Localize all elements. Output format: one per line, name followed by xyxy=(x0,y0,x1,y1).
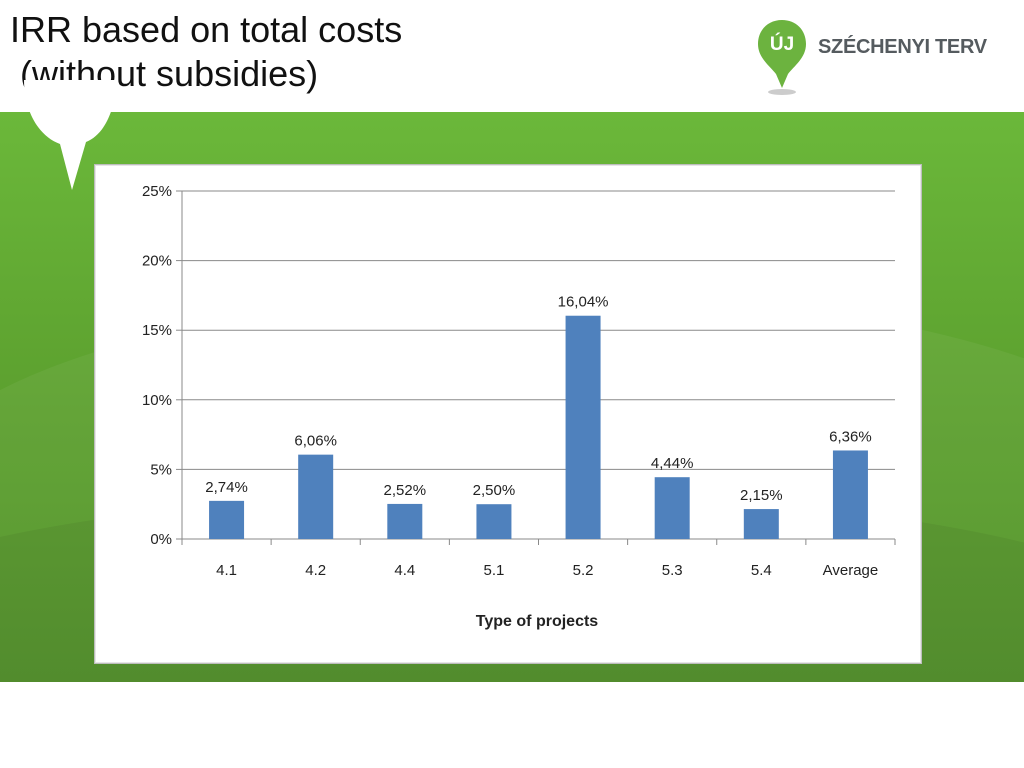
logo-wordmark: SZÉCHENYI TERV xyxy=(818,36,987,58)
chart-bars xyxy=(209,315,868,539)
bar-5-1 xyxy=(476,504,512,539)
chart-gridlines xyxy=(182,190,895,470)
y-tick-label: 5% xyxy=(150,461,172,478)
data-label: 4,44% xyxy=(651,455,694,472)
data-label: 6,36% xyxy=(829,428,872,445)
x-tick-label: 4.2 xyxy=(305,562,326,579)
x-tick-label: 4.4 xyxy=(394,562,415,579)
slide-title-line-1: IRR based on total costs xyxy=(10,9,403,50)
x-tick-label: 4.1 xyxy=(216,562,237,579)
data-label: 2,50% xyxy=(473,482,516,499)
logo-pin-shadow xyxy=(768,89,796,95)
x-tick-label: 5.3 xyxy=(662,562,683,579)
y-tick-label: 25% xyxy=(142,183,172,200)
x-tick-label: Average xyxy=(823,562,879,579)
data-label: 2,52% xyxy=(384,482,427,499)
bar-average xyxy=(832,450,868,539)
data-label: 2,74% xyxy=(205,479,248,496)
data-label: 6,06% xyxy=(294,433,337,450)
chart-axes xyxy=(176,190,896,545)
slide-title: IRR based on total costs (without subsid… xyxy=(10,8,402,96)
bar-5-3 xyxy=(654,477,690,539)
bar-5-4 xyxy=(743,509,779,539)
x-tick-label: 5.4 xyxy=(751,562,772,579)
data-label: 2,15% xyxy=(740,487,783,504)
bar-5-2 xyxy=(565,315,601,539)
speech-bubble-pointer-icon xyxy=(24,80,116,190)
bar-4-1 xyxy=(209,500,245,539)
szechenyi-terv-logo: ÚJ SZÉCHENYI TERV xyxy=(756,16,1006,96)
location-pin-logo-icon: ÚJ xyxy=(758,20,806,95)
irr-bar-chart: 0% 5% 10% 15% 20% 25% 2,74% 4.1 6,06% 4.2 2,52% 4.4… xyxy=(142,183,896,630)
x-tick-label: 5.2 xyxy=(573,562,594,579)
slide-title-line-2: (without subsidies) xyxy=(10,53,319,94)
bar-4-2 xyxy=(298,454,334,539)
chart-labels: 0% 5% 10% 15% 20% 25% 2,74% 4.1 6,06% 4.2 2,52% 4.4… xyxy=(142,183,878,630)
x-tick-label: 5.1 xyxy=(484,562,505,579)
y-tick-label: 0% xyxy=(150,531,172,548)
bar-chart-frame: 0% 5% 10% 15% 20% 25% 2,74% 4.1 6,06% 4.2 2,52% 4.4… xyxy=(94,164,922,664)
bar-4-4 xyxy=(387,503,423,539)
y-tick-label: 15% xyxy=(142,322,172,339)
logo-badge-text: ÚJ xyxy=(770,33,794,55)
x-axis-title: Type of projects xyxy=(476,613,598,630)
data-label: 16,04% xyxy=(558,294,609,311)
logo-pin-shape xyxy=(758,20,806,88)
y-tick-label: 10% xyxy=(142,392,172,409)
y-tick-label: 20% xyxy=(142,253,172,270)
